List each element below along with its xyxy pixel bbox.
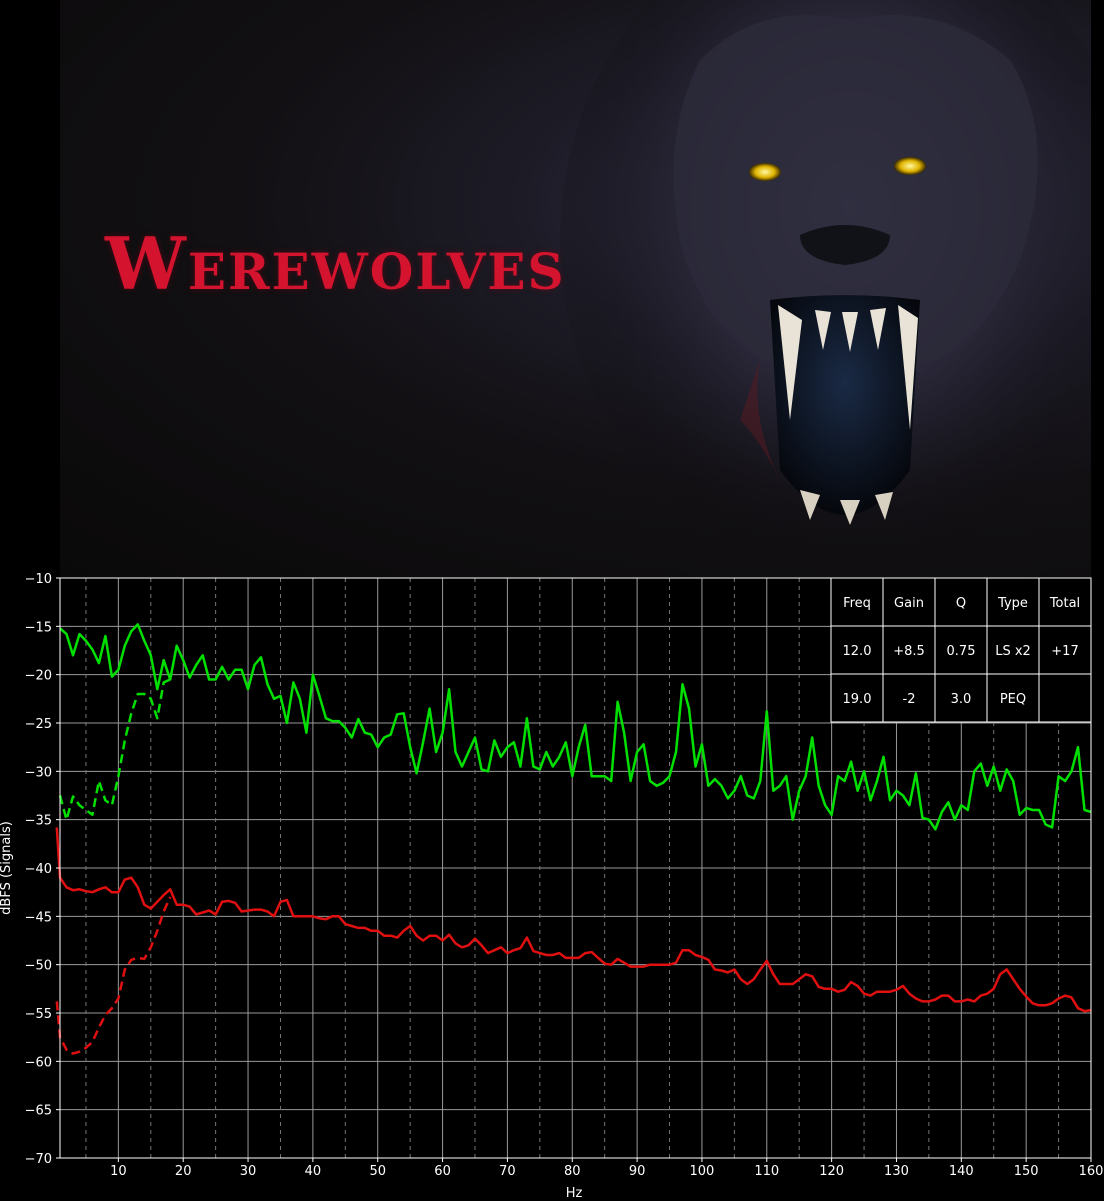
table-cell — [1038, 625, 1092, 675]
table-cell-text: 12.0 — [843, 644, 872, 659]
table-header-text: Gain — [894, 596, 924, 611]
table-cell — [830, 673, 884, 723]
table-cell — [1038, 673, 1092, 723]
tick-labels: 10 20 30 40 50 60 70 80 90 100 110 120 130 140 150 160 −… — [25, 572, 1104, 1179]
series-line-3 — [55, 896, 172, 1055]
y-tick-label: −45 — [25, 910, 52, 925]
werewolves-banner: Werewolves — [60, 0, 1091, 578]
table-cell-text: LS x2 — [995, 644, 1031, 659]
eq-filter-table: Freq Gain Q Type Total 12.0 +8.5 0.75 LS x2 +17 19… — [830, 577, 1092, 723]
y-tick-label: −60 — [25, 1055, 52, 1070]
table-cell-text: +8.5 — [893, 644, 925, 659]
table-cell — [882, 577, 936, 627]
table-cell — [934, 625, 988, 675]
table-cell — [882, 673, 936, 723]
x-tick-label: 150 — [1014, 1164, 1039, 1179]
x-tick-label: 50 — [369, 1164, 386, 1179]
y-tick-label: −20 — [25, 669, 52, 684]
y-axis-label: dBFS (Signals) — [0, 821, 14, 915]
y-tick-label: −25 — [25, 717, 52, 732]
banner-title: Werewolves — [105, 221, 566, 306]
table-cell — [1038, 577, 1092, 627]
x-tick-label: 140 — [949, 1164, 974, 1179]
table-cell — [830, 625, 884, 675]
y-tick-label: −30 — [25, 765, 52, 780]
x-tick-label: 70 — [499, 1164, 516, 1179]
table-header-text: Total — [1049, 596, 1080, 611]
x-tick-label: 90 — [629, 1164, 646, 1179]
table-header-text: Freq — [843, 596, 871, 611]
y-tick-label: −35 — [25, 814, 52, 829]
x-axis-label: Hz — [566, 1186, 583, 1201]
series-line-2 — [55, 827, 1092, 1013]
table-cell — [934, 673, 988, 723]
table-header-text: Type — [997, 596, 1028, 611]
x-tick-label: 100 — [690, 1164, 715, 1179]
x-tick-label: 130 — [884, 1164, 909, 1179]
x-tick-label: 110 — [754, 1164, 779, 1179]
series-line-0 — [59, 623, 1092, 831]
werewolf-face-image — [560, 0, 1091, 570]
table-cell-text: 19.0 — [843, 692, 872, 707]
y-tick-label: −50 — [25, 959, 52, 974]
x-tick-label: 60 — [434, 1164, 451, 1179]
table-cell-text: +17 — [1051, 644, 1078, 659]
series-lines — [55, 623, 1092, 1055]
x-tick-label: 40 — [305, 1164, 322, 1179]
table-cell — [986, 577, 1040, 627]
y-tick-label: −10 — [25, 572, 52, 587]
y-tick-label: −15 — [25, 620, 52, 635]
x-tick-label: 80 — [564, 1164, 581, 1179]
y-tick-label: −40 — [25, 862, 52, 877]
y-tick-label: −55 — [25, 1007, 52, 1022]
x-tick-label: 160 — [1079, 1164, 1104, 1179]
y-tick-label: −70 — [25, 1152, 52, 1167]
table-header-text: Q — [956, 596, 966, 611]
x-tick-label: 10 — [110, 1164, 127, 1179]
series-line-1 — [58, 678, 171, 821]
x-tick-label: 20 — [175, 1164, 192, 1179]
table-cell-text: 0.75 — [947, 644, 976, 659]
x-tick-label: 120 — [819, 1164, 844, 1179]
table-cell-text: -2 — [903, 692, 916, 707]
table-cell-text: PEQ — [1000, 692, 1026, 707]
table-cell-text: 3.0 — [951, 692, 972, 707]
y-tick-label: −65 — [25, 1104, 52, 1119]
x-tick-label: 30 — [240, 1164, 257, 1179]
